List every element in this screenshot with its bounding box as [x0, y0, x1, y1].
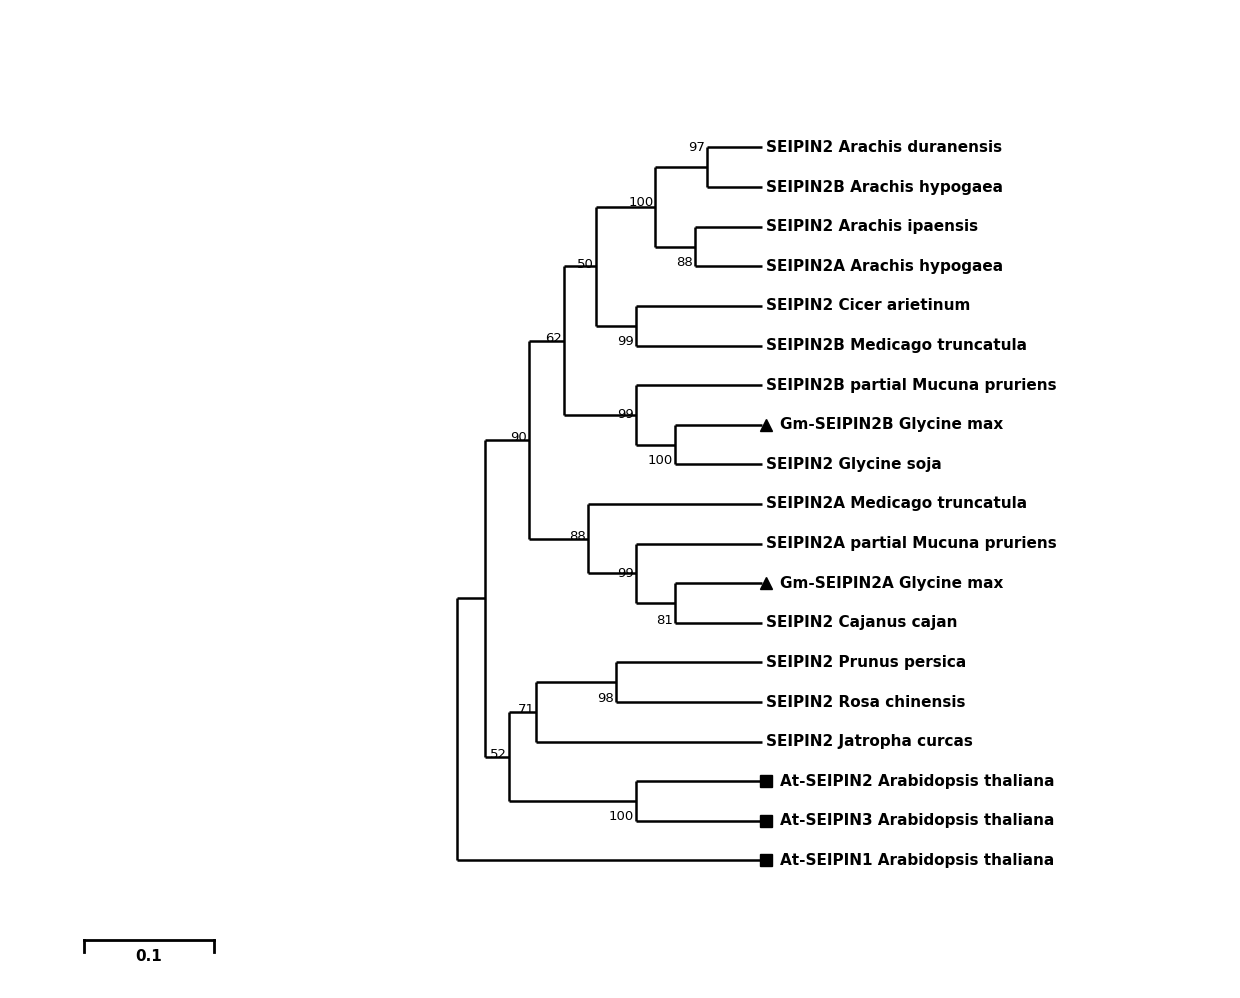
Text: 97: 97	[688, 141, 704, 154]
Text: Gm-SEIPIN2B Glycine max: Gm-SEIPIN2B Glycine max	[780, 417, 1003, 432]
Text: SEIPIN2A Arachis hypogaea: SEIPIN2A Arachis hypogaea	[766, 258, 1003, 273]
Text: 99: 99	[616, 567, 634, 580]
Text: SEIPIN2 Arachis duranensis: SEIPIN2 Arachis duranensis	[766, 140, 1002, 155]
Text: SEIPIN2A Medicago truncatula: SEIPIN2A Medicago truncatula	[766, 496, 1028, 512]
Text: SEIPIN2B Arachis hypogaea: SEIPIN2B Arachis hypogaea	[766, 180, 1003, 195]
Text: SEIPIN2 Cicer arietinum: SEIPIN2 Cicer arietinum	[766, 298, 971, 313]
Text: 52: 52	[490, 748, 507, 761]
Text: Gm-SEIPIN2A Glycine max: Gm-SEIPIN2A Glycine max	[780, 576, 1003, 591]
Text: 100: 100	[629, 197, 653, 210]
Text: SEIPIN2 Cajanus cajan: SEIPIN2 Cajanus cajan	[766, 616, 957, 631]
Text: 98: 98	[596, 692, 614, 705]
Text: 50: 50	[577, 257, 594, 270]
Text: 99: 99	[616, 408, 634, 421]
Text: 81: 81	[656, 615, 673, 628]
Text: 88: 88	[569, 530, 587, 543]
Text: SEIPIN2 Rosa chinensis: SEIPIN2 Rosa chinensis	[766, 695, 966, 710]
Text: At-SEIPIN2 Arabidopsis thaliana: At-SEIPIN2 Arabidopsis thaliana	[780, 773, 1054, 788]
Text: At-SEIPIN3 Arabidopsis thaliana: At-SEIPIN3 Arabidopsis thaliana	[780, 813, 1054, 828]
Text: SEIPIN2 Jatropha curcas: SEIPIN2 Jatropha curcas	[766, 735, 973, 749]
Text: 71: 71	[517, 704, 534, 717]
Text: 99: 99	[616, 335, 634, 348]
Text: 90: 90	[510, 431, 527, 444]
Text: SEIPIN2 Glycine soja: SEIPIN2 Glycine soja	[766, 457, 942, 472]
Text: SEIPIN2B partial Mucuna pruriens: SEIPIN2B partial Mucuna pruriens	[766, 377, 1056, 392]
Text: 62: 62	[546, 332, 562, 345]
Text: SEIPIN2 Arachis ipaensis: SEIPIN2 Arachis ipaensis	[766, 220, 978, 235]
Text: SEIPIN2A partial Mucuna pruriens: SEIPIN2A partial Mucuna pruriens	[766, 536, 1056, 551]
Text: 0.1: 0.1	[135, 949, 162, 964]
Text: 100: 100	[609, 810, 634, 823]
Text: SEIPIN2B Medicago truncatula: SEIPIN2B Medicago truncatula	[766, 338, 1027, 353]
Text: 88: 88	[676, 255, 693, 268]
Text: At-SEIPIN1 Arabidopsis thaliana: At-SEIPIN1 Arabidopsis thaliana	[780, 853, 1054, 868]
Text: 100: 100	[647, 454, 673, 467]
Text: SEIPIN2 Prunus persica: SEIPIN2 Prunus persica	[766, 655, 966, 670]
